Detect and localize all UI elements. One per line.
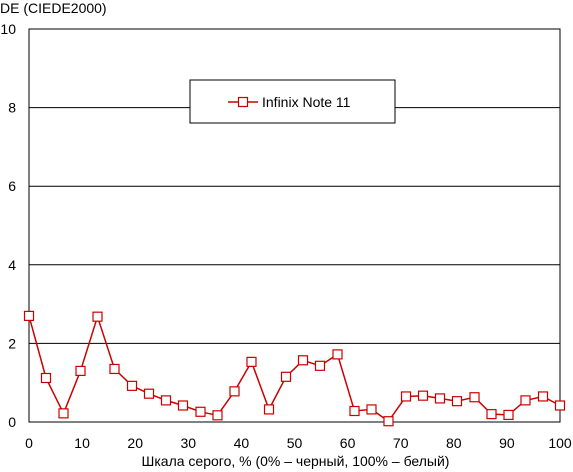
x-tick-label: 80	[446, 435, 462, 451]
data-point	[503, 409, 514, 421]
x-axis-title: Шкала серого, % (0% – черный, 100% – бел…	[142, 453, 450, 469]
data-point	[469, 392, 480, 403]
data-point	[451, 396, 463, 407]
data-point	[195, 406, 206, 417]
data-point	[349, 405, 360, 417]
y-tick-label: 4	[8, 257, 16, 273]
data-point	[554, 400, 566, 411]
y-axis-title: DE (CIEDE2000)	[0, 0, 107, 16]
data-point	[246, 356, 257, 367]
x-tick-label: 50	[287, 435, 303, 451]
series-line	[28, 314, 561, 423]
x-tick-label: 90	[499, 435, 515, 451]
data-point	[126, 380, 138, 391]
series-group	[23, 310, 566, 427]
data-point	[366, 404, 377, 415]
data-point	[332, 349, 343, 360]
data-point	[109, 363, 120, 375]
data-point	[92, 311, 103, 322]
grid-lines	[29, 107, 560, 344]
y-tick-label: 6	[8, 178, 16, 194]
data-point	[263, 404, 275, 415]
data-point	[58, 408, 69, 419]
data-point	[417, 390, 429, 401]
data-point	[23, 310, 35, 321]
x-tick-label: 0	[25, 435, 33, 451]
data-point	[160, 395, 172, 406]
x-tick-label: 60	[340, 435, 356, 451]
data-point	[314, 360, 326, 371]
y-tick-label: 2	[8, 335, 16, 351]
y-tick-labels: 0 2 4 6 8 10	[0, 21, 16, 430]
x-tick-labels: 0 10 20 30 40 50 60 70 80 90 100	[25, 435, 572, 451]
data-point	[486, 409, 497, 420]
data-point	[280, 371, 292, 382]
data-point	[383, 416, 394, 427]
data-point	[520, 395, 531, 406]
y-tick-label: 0	[8, 414, 16, 430]
data-point	[143, 388, 155, 399]
data-point	[212, 410, 223, 421]
data-point	[177, 400, 189, 411]
x-tick-label: 70	[393, 435, 409, 451]
x-tick-label: 100	[548, 435, 572, 451]
x-tick-label: 30	[181, 435, 197, 451]
legend: Infinix Note 11	[189, 79, 396, 124]
data-point	[75, 365, 86, 377]
data-point	[434, 393, 446, 404]
data-point	[229, 386, 240, 397]
legend-box	[189, 79, 396, 124]
x-tick-label: 20	[127, 435, 143, 451]
y-tick-label: 8	[8, 100, 16, 116]
x-tick-label: 40	[234, 435, 250, 451]
x-tick-label: 10	[74, 435, 90, 451]
plot-frame	[28, 28, 561, 423]
data-point	[537, 391, 549, 402]
legend-marker-icon	[237, 96, 249, 108]
data-point	[297, 355, 309, 366]
data-point	[40, 372, 52, 384]
data-point	[400, 391, 412, 402]
y-tick-label: 10	[0, 21, 16, 37]
legend-label: Infinix Note 11	[262, 94, 351, 110]
